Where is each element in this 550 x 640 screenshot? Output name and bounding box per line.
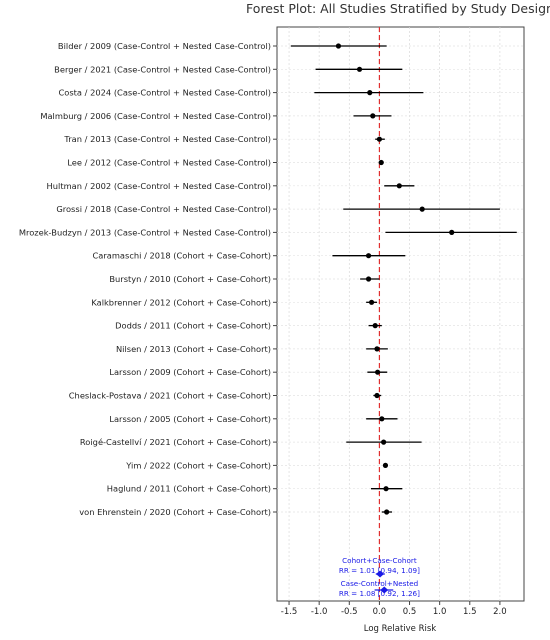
point-estimate	[384, 509, 390, 515]
study-label: Berger / 2021 (Case-Control + Nested Cas…	[54, 64, 271, 74]
pooled-estimate-text: RR = 1.01 [0.94, 1.09]	[339, 566, 420, 575]
point-estimate	[449, 229, 455, 235]
x-tick-label: 0.5	[403, 607, 417, 617]
x-tick-label: -0.5	[341, 607, 358, 617]
point-estimate	[381, 439, 387, 445]
x-tick-label: 1.5	[463, 607, 477, 617]
study-label: Malmburg / 2006 (Case-Control + Nested C…	[40, 111, 271, 121]
point-estimate	[367, 90, 373, 96]
study-label: Grossi / 2018 (Case-Control + Nested Cas…	[56, 204, 271, 214]
pooled-diamond	[376, 570, 385, 578]
x-axis-label: Log Relative Risk	[364, 624, 437, 634]
point-estimate	[372, 323, 378, 329]
point-estimate	[378, 159, 384, 166]
study-label: Mrozek-Budzyn / 2013 (Case-Control + Nes…	[19, 227, 271, 237]
point-estimate	[374, 392, 380, 399]
point-estimate	[376, 136, 383, 142]
point-estimate	[335, 43, 342, 49]
point-estimate	[382, 462, 389, 468]
study-label: Roigé-Castellví / 2021 (Cohort + Case-Co…	[80, 437, 271, 447]
pooled-label: Cohort+Case-Cohort	[342, 556, 417, 565]
study-label: Dodds / 2011 (Cohort + Case-Cohort)	[115, 321, 271, 331]
point-estimate	[356, 66, 363, 72]
pooled-label: Case-Control+Nested	[341, 579, 419, 588]
point-estimate	[365, 253, 372, 259]
plot-frame	[276, 26, 525, 602]
study-label: Bilder / 2009 (Case-Control + Nested Cas…	[58, 41, 271, 51]
point-estimate	[396, 183, 402, 189]
point-estimate	[368, 299, 375, 305]
x-tick-label: 1.0	[433, 607, 447, 617]
point-estimate	[365, 276, 372, 282]
x-tick-label: 2.0	[493, 607, 507, 617]
x-tick-label: 0.0	[373, 607, 387, 617]
study-label: Haglund / 2011 (Cohort + Case-Cohort)	[107, 484, 271, 494]
point-estimate	[370, 113, 376, 119]
grid-layer	[277, 27, 524, 601]
point-estimate	[379, 416, 385, 422]
study-label: Yim / 2022 (Cohort + Case-Cohort)	[125, 460, 271, 470]
study-label: Kalkbrenner / 2012 (Cohort + Case-Cohort…	[91, 297, 271, 307]
study-label: Burstyn / 2010 (Cohort + Case-Cohort)	[109, 274, 271, 284]
study-label: Lee / 2012 (Case-Control + Nested Case-C…	[67, 158, 271, 168]
point-estimate	[374, 346, 380, 352]
pooled-estimate-text: RR = 1.08 [0.92, 1.26]	[339, 589, 420, 598]
point-estimate	[375, 369, 381, 375]
study-label: Cheslack-Postava / 2021 (Cohort + Case-C…	[69, 391, 271, 401]
x-tick-label: -1.0	[311, 607, 328, 617]
study-label: Costa / 2024 (Case-Control + Nested Case…	[58, 88, 271, 98]
point-estimate	[383, 486, 389, 492]
point-estimate	[419, 206, 425, 212]
y-labels-layer: Bilder / 2009 (Case-Control + Nested Cas…	[19, 41, 271, 517]
marks-layer	[290, 43, 517, 515]
chart-title: Forest Plot: All Studies Stratified by S…	[246, 1, 550, 16]
study-label: Nilsen / 2013 (Cohort + Case-Cohort)	[116, 344, 271, 354]
study-label: Tran / 2013 (Case-Control + Nested Case-…	[63, 134, 271, 144]
study-label: Hultman / 2002 (Case-Control + Nested Ca…	[47, 181, 271, 191]
pooled-diamond	[380, 586, 389, 594]
study-label: Caramaschi / 2018 (Cohort + Case-Cohort)	[92, 251, 271, 261]
x-ticks-layer: -1.5 -1.0 -0.5 0.0 0.5 1.0 1.5 2.0	[273, 45, 507, 617]
x-tick-label: -1.5	[281, 607, 298, 617]
study-label: von Ehrenstein / 2020 (Cohort + Case-Coh…	[79, 507, 271, 517]
study-label: Larsson / 2005 (Cohort + Case-Cohort)	[109, 414, 271, 424]
study-label: Larsson / 2009 (Cohort + Case-Cohort)	[109, 367, 271, 377]
